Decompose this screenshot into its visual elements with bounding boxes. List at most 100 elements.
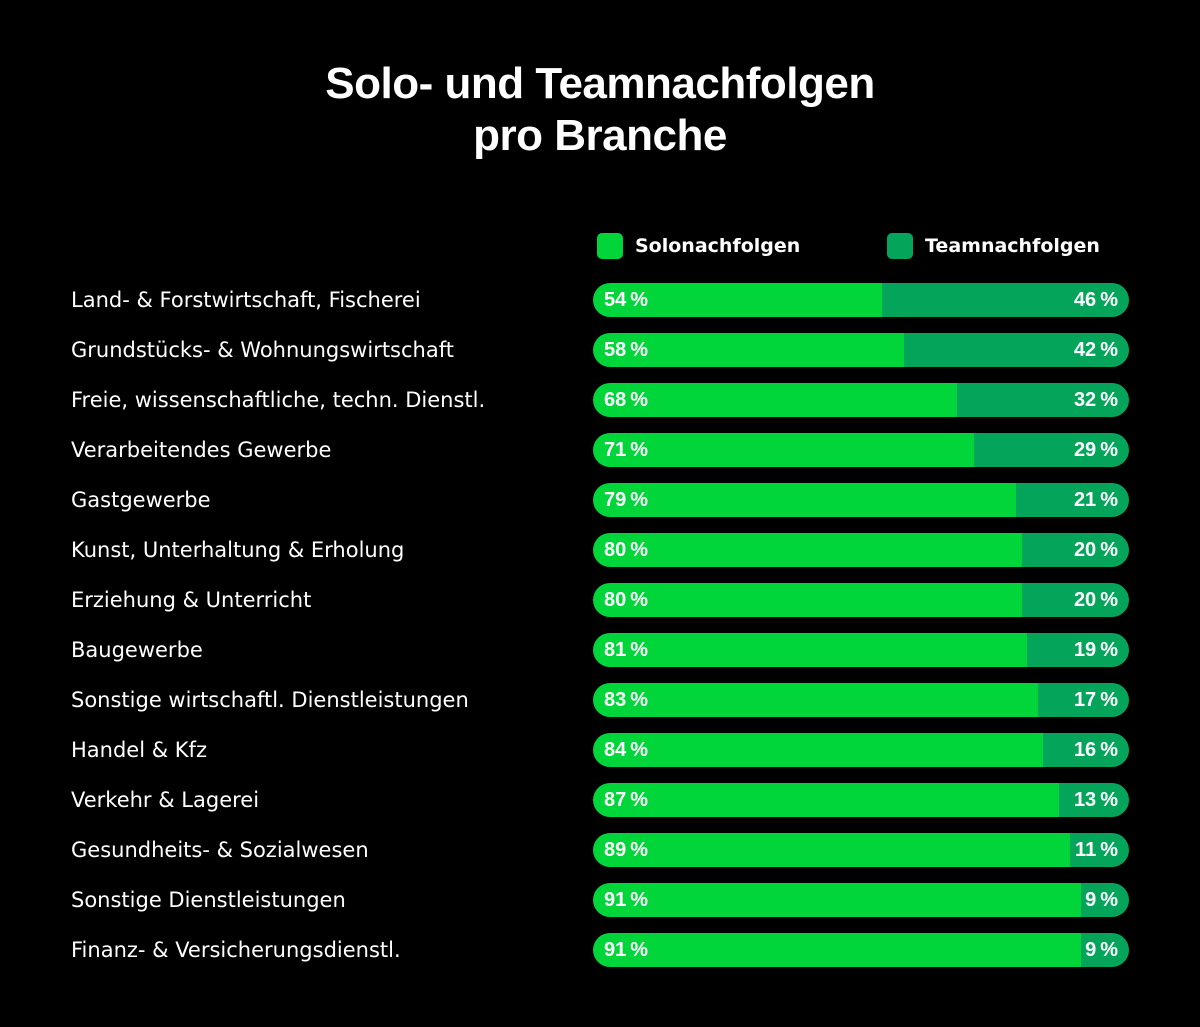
bar-row: Verkehr & Lagerei 87 % 13 % xyxy=(0,783,1200,817)
bar-row: Finanz- & Versicherungsdienstl. 91 % 9 % xyxy=(0,933,1200,967)
bar-segment-solonachfolgen: 54 % xyxy=(593,283,883,317)
data-label: 20 % xyxy=(1073,589,1118,611)
data-label: 32 % xyxy=(1073,389,1118,411)
stacked-bar: 54 % 46 % xyxy=(593,283,1129,317)
bar-segment-solonachfolgen: 89 % xyxy=(593,833,1071,867)
bar-segment-solonachfolgen: 91 % xyxy=(593,883,1081,917)
stacked-bar: 80 % 20 % xyxy=(593,583,1129,617)
bar-segment-solonachfolgen: 84 % xyxy=(593,733,1044,767)
bar-row: Land- & Forstwirtschaft, Fischerei 54 % 46… xyxy=(0,283,1200,317)
data-label: 21 % xyxy=(1073,489,1118,511)
bar-row: Verarbeitendes Gewerbe 71 % 29 % xyxy=(0,433,1200,467)
bar-segment-teamnachfolgen: 9 % xyxy=(1080,933,1129,967)
legend-swatch-solonachfolgen xyxy=(597,233,623,259)
bar-segment-teamnachfolgen: 32 % xyxy=(957,383,1129,417)
stacked-bar: 91 % 9 % xyxy=(593,883,1129,917)
legend-item-teamnachfolgen: Teamnachfolgen xyxy=(887,232,1100,260)
stacked-bar: 68 % 32 % xyxy=(593,383,1129,417)
data-label: 91 % xyxy=(604,889,649,911)
data-label: 58 % xyxy=(604,339,649,361)
category-label: Gastgewerbe xyxy=(71,488,211,512)
bar-row: Sonstige wirtschaftl. Dienstleistungen 83… xyxy=(0,683,1200,717)
stacked-bar: 84 % 16 % xyxy=(593,733,1129,767)
legend-item-solonachfolgen: Solonachfolgen xyxy=(597,232,800,260)
legend-swatch-teamnachfolgen xyxy=(887,233,913,259)
bar-segment-solonachfolgen: 87 % xyxy=(593,783,1060,817)
chart-title-line-1: Solo- und Teamnachfolgen xyxy=(325,59,875,108)
data-label: 91 % xyxy=(604,939,649,961)
stacked-bar: 79 % 21 % xyxy=(593,483,1129,517)
data-label: 42 % xyxy=(1073,339,1118,361)
category-label: Finanz- & Versicherungsdienstl. xyxy=(71,938,401,962)
category-label: Gesundheits- & Sozialwesen xyxy=(71,838,369,862)
bar-segment-solonachfolgen: 58 % xyxy=(593,333,904,367)
data-label: 29 % xyxy=(1073,439,1118,461)
data-label: 16 % xyxy=(1073,739,1118,761)
bar-segment-teamnachfolgen: 29 % xyxy=(973,433,1129,467)
bar-segment-solonachfolgen: 83 % xyxy=(593,683,1038,717)
bar-segment-solonachfolgen: 80 % xyxy=(593,533,1022,567)
bar-segment-solonachfolgen: 80 % xyxy=(593,583,1022,617)
stacked-bar: 71 % 29 % xyxy=(593,433,1129,467)
data-label: 83 % xyxy=(604,689,649,711)
stacked-bar: 87 % 13 % xyxy=(593,783,1129,817)
data-label: 20 % xyxy=(1073,539,1118,561)
category-label: Sonstige Dienstleistungen xyxy=(71,888,346,912)
bar-segment-teamnachfolgen: 21 % xyxy=(1016,483,1129,517)
bar-segment-teamnachfolgen: 17 % xyxy=(1037,683,1129,717)
stacked-bar: 91 % 9 % xyxy=(593,933,1129,967)
data-label: 17 % xyxy=(1073,689,1118,711)
bar-segment-solonachfolgen: 79 % xyxy=(593,483,1017,517)
bar-row: Sonstige Dienstleistungen 91 % 9 % xyxy=(0,883,1200,917)
category-label: Verkehr & Lagerei xyxy=(71,788,260,812)
bar-segment-teamnachfolgen: 46 % xyxy=(882,283,1129,317)
bar-segment-teamnachfolgen: 11 % xyxy=(1070,833,1129,867)
bar-row: Grundstücks- & Wohnungswirtschaft 58 % 42 … xyxy=(0,333,1200,367)
data-label: 13 % xyxy=(1073,789,1118,811)
category-label: Erziehung & Unterricht xyxy=(71,588,312,612)
category-label: Land- & Forstwirtschaft, Fischerei xyxy=(71,288,421,312)
category-label: Freie, wissenschaftliche, techn. Dienstl… xyxy=(71,388,486,412)
bar-segment-teamnachfolgen: 13 % xyxy=(1059,783,1129,817)
bar-row: Handel & Kfz 84 % 16 % xyxy=(0,733,1200,767)
data-label: 71 % xyxy=(604,439,649,461)
data-label: 9 % xyxy=(1085,889,1118,911)
chart-title: Solo- und Teamnachfolgen pro Branche xyxy=(0,58,1200,162)
data-label: 79 % xyxy=(604,489,649,511)
category-label: Sonstige wirtschaftl. Dienstleistungen xyxy=(71,688,469,712)
bar-row: Kunst, Unterhaltung & Erholung 80 % 20 % xyxy=(0,533,1200,567)
data-label: 46 % xyxy=(1073,289,1118,311)
legend-label-solonachfolgen: Solonachfolgen xyxy=(635,235,801,257)
stacked-bar: 83 % 17 % xyxy=(593,683,1129,717)
data-label: 80 % xyxy=(604,589,649,611)
category-label: Handel & Kfz xyxy=(71,738,207,762)
data-label: 80 % xyxy=(604,539,649,561)
stacked-bar: 89 % 11 % xyxy=(593,833,1129,867)
data-label: 54 % xyxy=(604,289,649,311)
bar-row: Baugewerbe 81 % 19 % xyxy=(0,633,1200,667)
bar-segment-teamnachfolgen: 16 % xyxy=(1043,733,1129,767)
bar-segment-teamnachfolgen: 20 % xyxy=(1021,583,1129,617)
data-label: 9 % xyxy=(1085,939,1118,961)
bar-row: Gastgewerbe 79 % 21 % xyxy=(0,483,1200,517)
data-label: 68 % xyxy=(604,389,649,411)
bar-segment-solonachfolgen: 91 % xyxy=(593,933,1081,967)
bar-segment-solonachfolgen: 81 % xyxy=(593,633,1028,667)
category-label: Baugewerbe xyxy=(71,638,203,662)
data-label: 19 % xyxy=(1073,639,1118,661)
data-label: 89 % xyxy=(604,839,649,861)
bar-segment-solonachfolgen: 68 % xyxy=(593,383,958,417)
bar-segment-solonachfolgen: 71 % xyxy=(593,433,974,467)
bar-row: Erziehung & Unterricht 80 % 20 % xyxy=(0,583,1200,617)
data-label: 81 % xyxy=(604,639,649,661)
category-label: Grundstücks- & Wohnungswirtschaft xyxy=(71,338,454,362)
bar-row: Freie, wissenschaftliche, techn. Dienstl… xyxy=(0,383,1200,417)
data-label: 11 % xyxy=(1075,839,1118,861)
bar-segment-teamnachfolgen: 9 % xyxy=(1080,883,1129,917)
bar-segment-teamnachfolgen: 42 % xyxy=(903,333,1129,367)
stacked-bar: 58 % 42 % xyxy=(593,333,1129,367)
bar-segment-teamnachfolgen: 19 % xyxy=(1027,633,1129,667)
data-label: 87 % xyxy=(604,789,649,811)
bar-row: Gesundheits- & Sozialwesen 89 % 11 % xyxy=(0,833,1200,867)
legend-label-teamnachfolgen: Teamnachfolgen xyxy=(925,235,1100,257)
